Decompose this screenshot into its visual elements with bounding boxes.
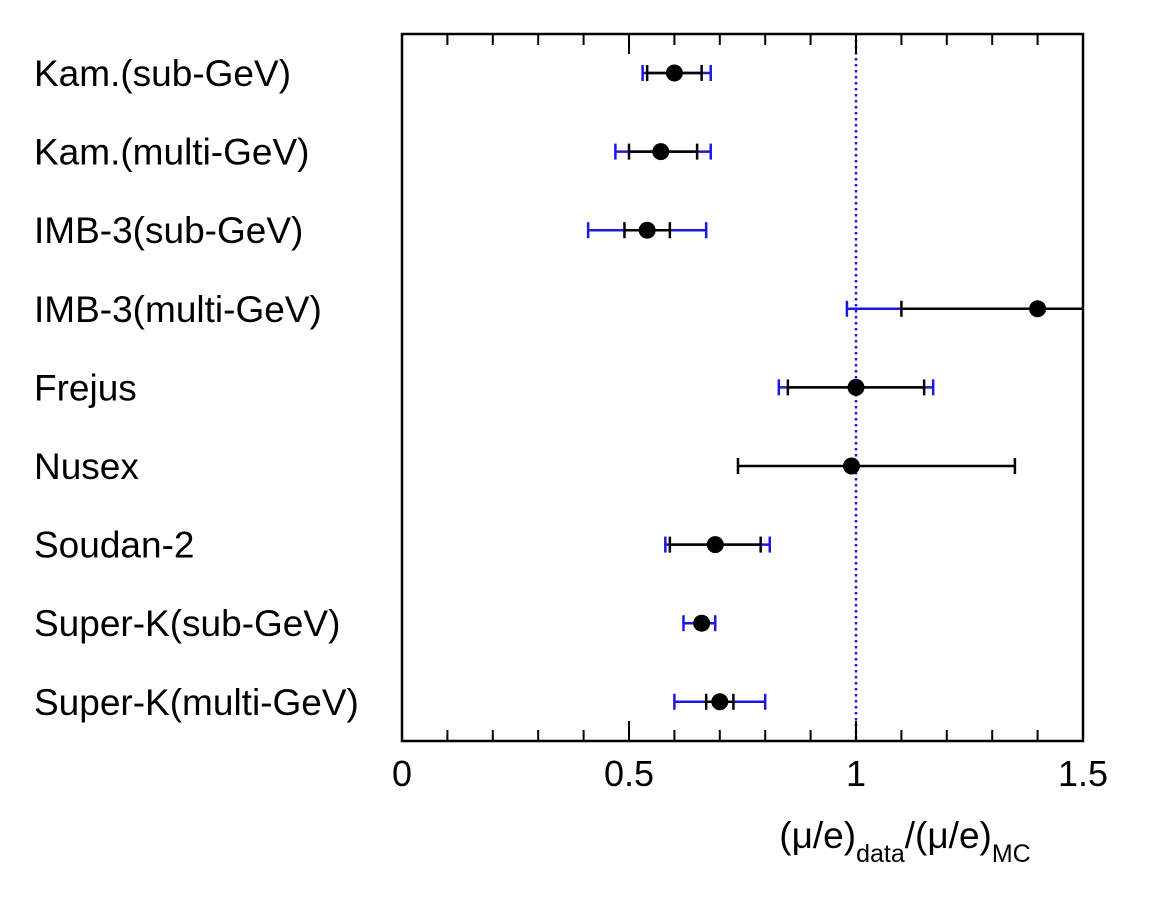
plot-frame	[400, 32, 1085, 743]
category-label: IMB-3(sub-GeV)	[34, 210, 303, 251]
data-point	[665, 64, 683, 82]
x-axis-title-part-2: /(μ/e)	[905, 815, 992, 856]
data-point	[711, 693, 729, 711]
category-label: Soudan-2	[34, 525, 194, 566]
x-axis-title: (μ/e)data/(μ/e)MC	[779, 815, 1031, 868]
category-labels: Kam.(sub-GeV) Kam.(multi-GeV) IMB-3(sub-Ge…	[34, 53, 359, 723]
plot-area	[400, 32, 1085, 743]
x-axis-title-subscript-mc: MC	[992, 840, 1031, 868]
data-point	[693, 614, 711, 632]
x-axis-ticks: 0 0.5 1 1.5	[392, 34, 1108, 794]
x-tick-label: 1.5	[1058, 753, 1108, 794]
category-label: Frejus	[34, 367, 137, 408]
x-axis-title-text: (μ/e)data/(μ/e)MC	[779, 815, 1031, 868]
data-point	[706, 536, 724, 554]
category-label: Kam.(sub-GeV)	[34, 53, 291, 94]
x-axis-title-part-1: (μ/e)	[779, 815, 856, 856]
data-point	[652, 143, 670, 161]
x-tick-label: 1	[846, 753, 866, 794]
data-point	[1029, 300, 1047, 318]
x-tick-label: 0	[392, 753, 412, 794]
data-point	[638, 221, 656, 239]
data-point	[847, 378, 865, 396]
category-label: Kam.(multi-GeV)	[34, 132, 309, 173]
x-tick-label: 0.5	[604, 753, 654, 794]
category-label: Nusex	[34, 446, 139, 487]
category-label: IMB-3(multi-GeV)	[34, 289, 322, 330]
x-axis-title-subscript-data: data	[856, 840, 905, 868]
data-point	[842, 457, 860, 475]
category-label: Super-K(sub-GeV)	[34, 603, 340, 644]
category-label: Super-K(multi-GeV)	[34, 682, 359, 723]
